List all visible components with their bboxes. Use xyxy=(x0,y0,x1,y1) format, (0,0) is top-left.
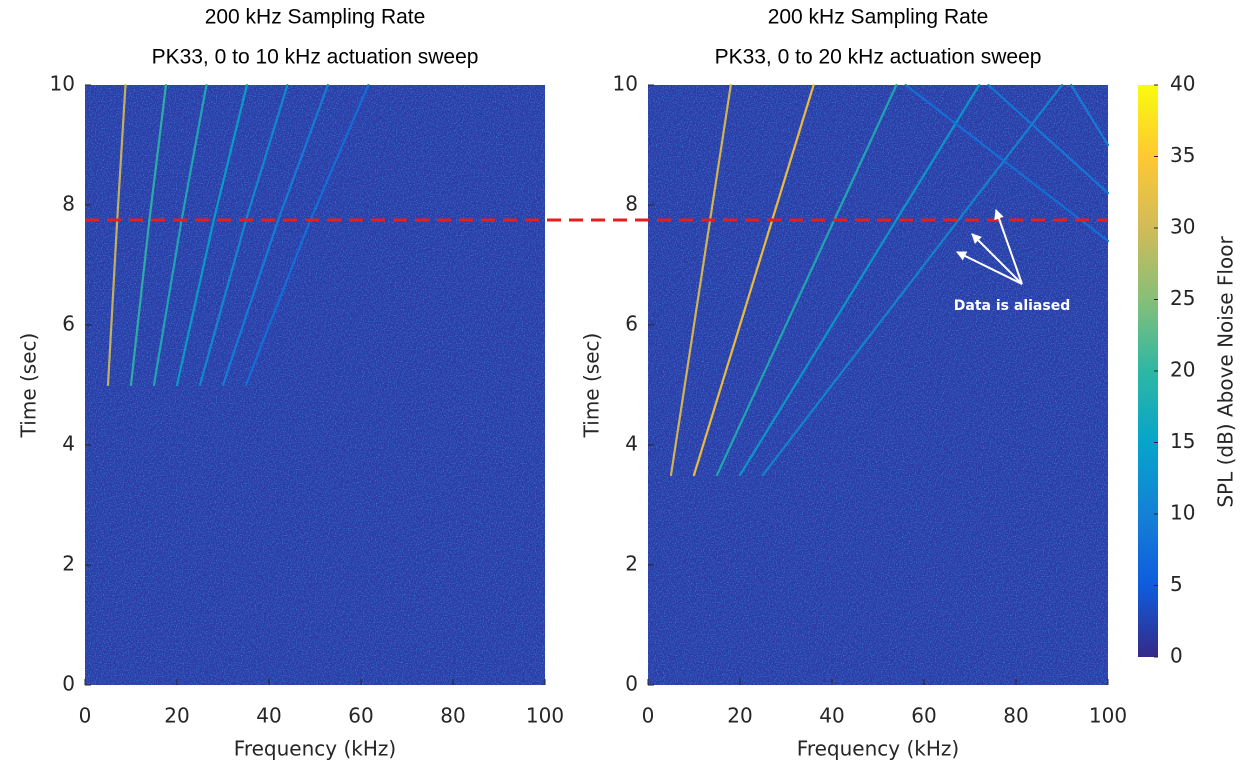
ridge xyxy=(692,83,815,477)
x-tick-label: 100 xyxy=(1089,704,1127,728)
colorbar-tick-label: 5 xyxy=(1170,572,1183,596)
x-tick-label: 100 xyxy=(526,704,564,728)
y-tick-label: 6 xyxy=(62,312,75,336)
x-tick-label: 60 xyxy=(348,704,373,728)
ridge xyxy=(904,83,1110,243)
ridge xyxy=(761,83,1064,477)
colorbar-label: SPL (dB) Above Noise Floor xyxy=(1214,236,1238,508)
y-tick-label: 4 xyxy=(62,432,75,456)
x-tick-label: 40 xyxy=(256,704,281,728)
x-tick-label: 60 xyxy=(911,704,936,728)
colorbar-tick-label: 10 xyxy=(1170,501,1195,525)
ridge xyxy=(669,83,732,477)
ridge xyxy=(715,83,898,477)
colorbar-tick-label: 15 xyxy=(1170,429,1195,453)
y-tick-label: 2 xyxy=(62,552,75,576)
ridge xyxy=(738,83,981,477)
noise-texture xyxy=(648,85,1108,685)
y-axis-label: Time (sec) xyxy=(580,333,604,439)
y-tick-label: 2 xyxy=(625,552,638,576)
x-tick-label: 40 xyxy=(819,704,844,728)
y-tick-label: 8 xyxy=(62,192,75,216)
ridge xyxy=(221,83,329,387)
colorbar xyxy=(1138,85,1158,657)
x-tick-label: 0 xyxy=(79,704,92,728)
annotation: Data is aliased xyxy=(954,298,1070,314)
chart-title: PK33, 0 to 10 kHz actuation sweep xyxy=(152,46,479,69)
colorbar-tick-label: 35 xyxy=(1170,143,1195,167)
ridge xyxy=(1070,83,1110,147)
arrow xyxy=(956,251,1023,285)
x-tick-label: 80 xyxy=(440,704,465,728)
arrow xyxy=(971,233,1023,285)
colorbar-tick-label: 20 xyxy=(1170,358,1195,382)
x-axis-label: Frequency (kHz) xyxy=(797,737,959,761)
noise-texture xyxy=(85,85,545,685)
y-tick-label: 4 xyxy=(625,432,638,456)
arrow xyxy=(994,209,1023,285)
annotation-arrows: Data is aliased xyxy=(954,209,1070,314)
y-tick-label: 6 xyxy=(625,312,638,336)
colorbar-tick-label: 0 xyxy=(1170,644,1183,668)
colorbar-tick-label: 40 xyxy=(1170,72,1195,96)
ridge xyxy=(175,83,249,387)
x-axis-label: Frequency (kHz) xyxy=(234,737,396,761)
x-tick-label: 80 xyxy=(1003,704,1028,728)
x-tick-label: 20 xyxy=(727,704,752,728)
y-axis-label: Time (sec) xyxy=(17,333,41,439)
plot-layer: 200 kHz Sampling Rate PK33, 0 to 10 kHz a… xyxy=(17,6,1238,761)
x-tick-label: 20 xyxy=(164,704,189,728)
chart-title: 200 kHz Sampling Rate xyxy=(205,6,426,29)
x-tick-label: 0 xyxy=(642,704,655,728)
y-tick-label: 10 xyxy=(613,72,638,96)
y-tick-label: 10 xyxy=(50,72,75,96)
ridge xyxy=(987,83,1110,195)
colorbar-tick-label: 30 xyxy=(1170,215,1195,239)
chart-title: PK33, 0 to 20 kHz actuation sweep xyxy=(715,46,1042,69)
y-tick-label: 8 xyxy=(625,192,638,216)
chart-title: 200 kHz Sampling Rate xyxy=(768,6,989,29)
colorbar-tick-label: 25 xyxy=(1170,286,1195,310)
y-tick-label: 0 xyxy=(62,672,75,696)
y-tick-label: 0 xyxy=(625,672,638,696)
ridge xyxy=(129,83,168,387)
